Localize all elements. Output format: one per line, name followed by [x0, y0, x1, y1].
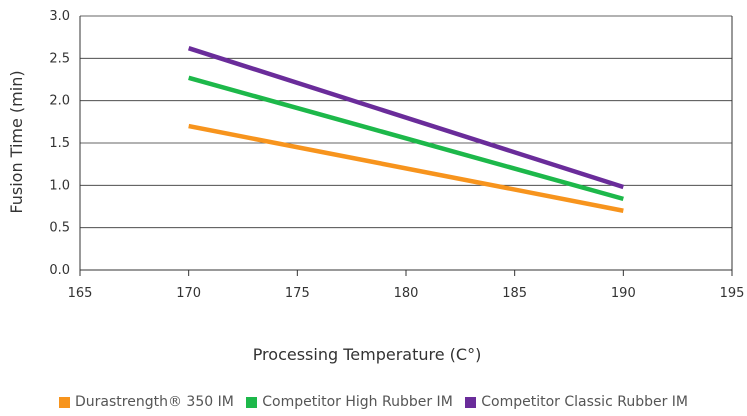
y-tick-label: 2.5: [49, 51, 70, 66]
axes: [79, 16, 733, 276]
x-tick-label: 185: [502, 286, 527, 301]
x-tick-label: 175: [285, 286, 310, 301]
legend: Durastrength® 350 IM Competitor High Rub…: [0, 394, 747, 412]
grid-lines: [80, 15, 732, 229]
legend-item-durastrength: Durastrength® 350 IM: [59, 394, 234, 410]
tick-labels: 0.0 0.5 1.0 1.5 2.0 2.5 3.0 165 170 175 180 185 190 1…: [49, 9, 744, 301]
x-tick-label: 190: [611, 286, 636, 301]
series-line-1: [188, 75, 624, 202]
legend-swatch-purple: [465, 396, 477, 408]
legend-swatch-green: [246, 396, 258, 408]
x-tick-label: 195: [720, 286, 745, 301]
legend-item-high-rubber: Competitor High Rubber IM: [246, 394, 453, 410]
legend-swatch-orange: [59, 396, 70, 408]
y-axis-title: Fusion Time (min): [7, 70, 26, 213]
y-tick-label: 1.0: [49, 178, 70, 193]
y-tick-label: 0.5: [49, 221, 70, 236]
x-tick-label: 165: [68, 286, 93, 301]
y-tick-label: 1.5: [49, 136, 70, 151]
x-tick-label: 170: [176, 286, 201, 301]
x-tick-label: 180: [394, 286, 419, 301]
series-line-0: [188, 123, 624, 213]
x-axis-title: Processing Temperature (C°): [253, 345, 482, 364]
series-line-2: [187, 46, 625, 190]
legend-label: Competitor High Rubber IM: [262, 394, 453, 410]
legend-label: Durastrength® 350 IM: [75, 394, 234, 410]
series-lines: [187, 46, 625, 213]
y-tick-label: 3.0: [49, 9, 70, 24]
y-tick-label: 2.0: [49, 94, 70, 109]
y-tick-label: 0.0: [49, 263, 70, 278]
legend-label: Competitor Classic Rubber IM: [481, 394, 688, 410]
legend-item-classic-rubber: Competitor Classic Rubber IM: [465, 394, 688, 410]
